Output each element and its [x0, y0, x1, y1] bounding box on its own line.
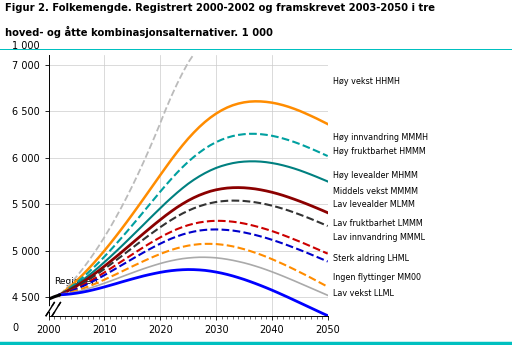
Text: Høy innvandring MMMH: Høy innvandring MMMH	[333, 134, 428, 142]
Text: Figur 2. Folkemengde. Registrert 2000-2002 og framskrevet 2003-2050 i tre: Figur 2. Folkemengde. Registrert 2000-20…	[5, 3, 435, 13]
Text: Høy fruktbarhet HMMM: Høy fruktbarhet HMMM	[333, 147, 425, 156]
Text: Registrert: Registrert	[54, 277, 99, 296]
Text: Lav fruktbarhet LMMM: Lav fruktbarhet LMMM	[333, 219, 422, 228]
Text: 0: 0	[12, 324, 18, 334]
Text: Ingen flyttinger MM00: Ingen flyttinger MM00	[333, 273, 421, 282]
Text: 1 000: 1 000	[12, 41, 40, 51]
Text: Høy levealder MHMM: Høy levealder MHMM	[333, 171, 418, 180]
Text: Høy vekst HHMH: Høy vekst HHMH	[333, 77, 400, 86]
Text: hoved- og åtte kombinasjonsalternativer. 1 000: hoved- og åtte kombinasjonsalternativer.…	[5, 26, 273, 38]
Text: Lav innvandring MMML: Lav innvandring MMML	[333, 233, 425, 241]
Text: Sterk aldring LHML: Sterk aldring LHML	[333, 254, 409, 264]
Text: Lav vekst LLML: Lav vekst LLML	[333, 289, 394, 298]
Text: Lav levealder MLMM: Lav levealder MLMM	[333, 200, 415, 209]
Text: Middels vekst MMMM: Middels vekst MMMM	[333, 187, 418, 196]
